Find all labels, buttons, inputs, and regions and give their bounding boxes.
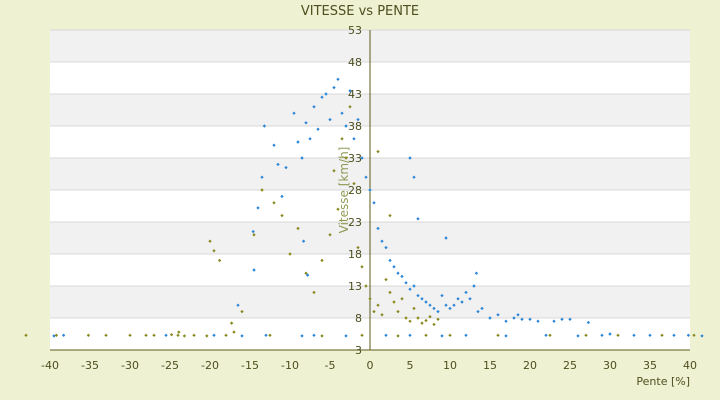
data-point [232, 330, 236, 334]
y-tick-label: 48 [348, 56, 362, 69]
x-axis-title: Pente [%] [636, 375, 690, 388]
data-point [328, 117, 332, 122]
data-point [205, 334, 209, 338]
x-tick-label: 0 [367, 359, 374, 372]
x-tick-label: -40 [41, 359, 59, 372]
y-tick-label: 28 [348, 184, 362, 197]
x-tick-label: -35 [81, 359, 99, 372]
data-point [52, 334, 56, 338]
data-point [152, 333, 156, 337]
data-point [224, 333, 228, 337]
data-point [600, 333, 604, 337]
data-point [177, 330, 181, 334]
data-point [236, 303, 240, 307]
x-tick-label: -30 [121, 359, 139, 372]
y-tick-label: 53 [348, 24, 362, 37]
data-point [672, 333, 676, 337]
y-tick-label: 43 [348, 88, 362, 101]
y-axis-title: Vitesse [km/h] [337, 147, 351, 234]
data-point [54, 333, 59, 337]
data-point [576, 334, 580, 338]
data-point [252, 268, 256, 272]
x-tick-label: -20 [201, 359, 219, 372]
data-point [208, 239, 212, 243]
x-tick-label: 40 [683, 359, 697, 372]
data-point [648, 333, 652, 337]
x-tick-label: 10 [443, 359, 457, 372]
data-point [608, 332, 612, 336]
data-point [192, 333, 196, 337]
x-tick-label: 20 [523, 359, 537, 372]
data-point [24, 333, 28, 337]
data-point [240, 334, 244, 338]
data-point [584, 333, 588, 337]
data-point [544, 333, 548, 337]
data-point [332, 85, 336, 90]
data-point [528, 317, 532, 321]
data-point [86, 333, 91, 337]
data-point [552, 319, 556, 323]
x-tick-label: 25 [563, 359, 577, 372]
data-point [252, 233, 256, 237]
data-point [320, 95, 324, 99]
x-tick-label: 5 [407, 359, 414, 372]
y-tick-label: 18 [348, 248, 362, 261]
data-point [686, 333, 691, 337]
y-tick-label: 23 [348, 216, 362, 229]
data-point [586, 320, 591, 325]
y-tick-label: 3 [355, 344, 362, 357]
data-point [536, 319, 540, 323]
data-point [182, 334, 187, 338]
data-point [700, 334, 704, 338]
data-point [340, 111, 344, 115]
data-point [616, 333, 620, 337]
data-point [262, 124, 267, 128]
x-tick-label: 30 [603, 359, 617, 372]
x-tick-label: 35 [643, 359, 657, 372]
data-point [128, 333, 132, 337]
data-point [240, 309, 244, 314]
data-point [144, 333, 148, 337]
data-point [560, 317, 564, 321]
data-point [324, 92, 328, 96]
x-tick-label: -5 [325, 359, 336, 372]
data-point [164, 333, 168, 337]
data-point [632, 333, 636, 337]
data-point [212, 249, 216, 253]
data-point [176, 333, 180, 337]
data-point [212, 333, 216, 337]
data-point [660, 333, 664, 337]
chart-title: VITESSE vs PENTE [301, 4, 419, 19]
x-tick-label: 15 [483, 359, 497, 372]
data-point [512, 316, 516, 320]
y-tick-label: 8 [355, 312, 362, 325]
x-tick-label: -10 [281, 359, 299, 372]
data-point [520, 317, 524, 321]
data-point [292, 111, 296, 115]
y-tick-label: 13 [348, 280, 362, 293]
x-tick-labels: -40 -35 -30 -25 -20 -15 -10 -5 0 5 10 15 20 25 30 35 40 [41, 359, 697, 372]
data-point [169, 332, 174, 337]
x-tick-label: -15 [241, 359, 259, 372]
y-tick-label: 33 [348, 152, 362, 165]
data-point [548, 333, 552, 337]
y-tick-label: 38 [348, 120, 362, 133]
data-point [692, 333, 696, 337]
data-point [356, 117, 360, 122]
data-point [344, 124, 348, 128]
data-point [336, 77, 340, 81]
data-point [568, 317, 572, 321]
x-tick-label: -25 [161, 359, 179, 372]
